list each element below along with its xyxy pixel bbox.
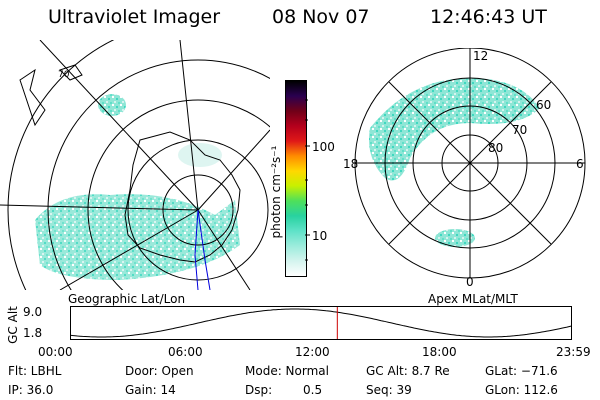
satellite-track [197,209,211,290]
aurora-oval [369,78,540,181]
latitude-circles [7,40,270,290]
dsp-info-value: 0.5 [303,383,323,397]
altitude-xtick: 00:00 [38,345,73,359]
glat-info: GLat: −71.6 [485,364,558,378]
colorbar-ticks [305,99,310,261]
aurora-emission-spot [98,94,126,116]
altitude-plot [70,306,572,340]
mlt-label-top: 12 [473,49,488,63]
altitude-xtick: 06:00 [168,345,203,359]
colorbar-tick: 100 [312,140,335,154]
geographic-panel-label: Geographic Lat/Lon [68,292,186,306]
ip-info: IP: 36.0 [8,383,54,397]
mlat-label: 60 [536,98,551,112]
gain-info: Gain: 14 [125,383,176,397]
mlt-label-left: 18 [343,157,358,171]
mlt-label-right: 6 [576,157,584,171]
colorbar-unit-label: photon cm⁻²s⁻¹ [269,145,283,239]
coastline [59,64,83,81]
aurora-emission-spot [435,229,475,247]
colorbar [285,80,307,277]
mlat-label: 70 [512,123,527,137]
date-label: 08 Nov 07 [272,6,370,28]
door-info: Door: Open [125,364,194,378]
altitude-xtick: 18:00 [422,345,457,359]
mode-info: Mode: Normal [245,364,329,378]
mlt-label-bottom: 0 [466,275,474,288]
altitude-curve [70,308,572,338]
aurora-emission-spot [178,143,222,167]
map-lat-label: 70 [58,70,70,80]
altitude-xtick: 23:59 [556,345,591,359]
gc-alt-info: GC Alt: 8.7 Re [366,364,450,378]
colorbar-tick: 10 [312,229,328,243]
geographic-map: 70 [0,40,270,290]
glon-info: GLon: 112.6 [485,383,558,397]
mlt-lines [355,48,585,278]
coastline [19,68,46,127]
instrument-title: Ultraviolet Imager [48,6,221,28]
altitude-ylabel: GC Alt [6,306,20,344]
filter-info: Flt: LBHL [8,364,62,378]
altitude-ytick: 1.8 [23,326,43,340]
time-label: 12:46:43 UT [430,6,547,28]
altitude-ytick: 9.0 [23,305,43,319]
mlat-label: 80 [488,141,503,155]
magnetic-polar-plot: 12 0 18 6 60 70 80 [343,48,586,288]
dsp-info-label: Dsp: [245,383,273,397]
altitude-xtick: 12:00 [295,345,330,359]
coastline [124,131,241,263]
magnetic-panel-label: Apex MLat/MLT [428,292,518,306]
seq-info: Seq: 39 [366,383,412,397]
